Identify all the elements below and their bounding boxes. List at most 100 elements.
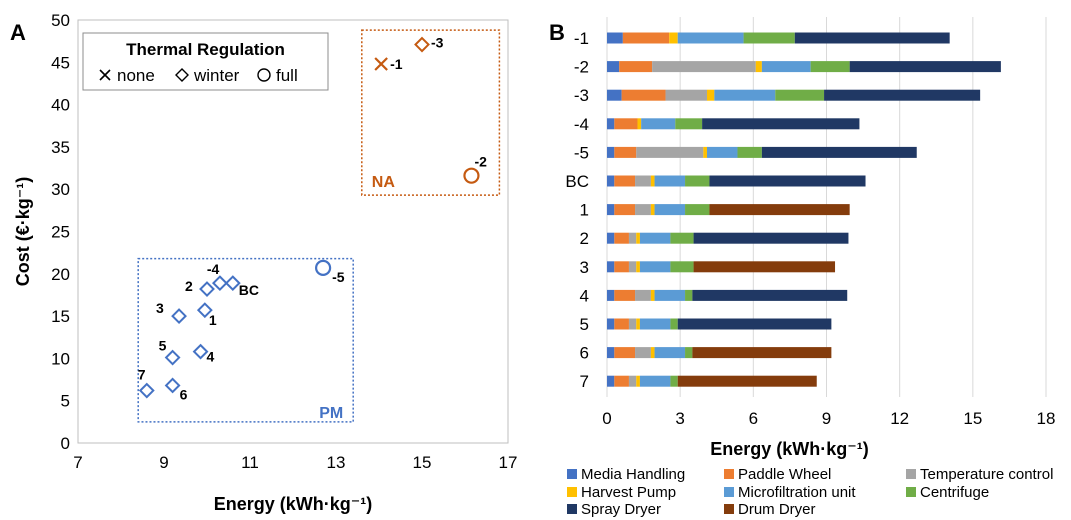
bar-segment [614,232,629,244]
legend-entry-label: Media Handling [581,466,685,483]
bar-segment [685,347,693,359]
bar-segment [614,318,629,330]
bar-segment [607,175,615,187]
bar-segment [652,61,756,73]
group-box-na [361,29,501,196]
x-tick-label: 9 [822,409,831,428]
bar-segment [709,204,850,216]
bar-segment [621,89,666,101]
legend-swatch [724,504,734,514]
y-tick-label: 10 [51,349,70,368]
bar-segment [702,118,860,130]
data-point [171,308,187,325]
bar-segment [614,289,636,301]
bar-segment [737,146,762,158]
legend-swatch [724,487,734,497]
category-label: -2 [574,58,589,77]
x-tick-label: 17 [499,453,518,472]
bar-segment [628,261,637,273]
bar-segment [636,318,640,330]
bar-segment [670,318,678,330]
bar-segment [654,175,686,187]
legend-swatch [567,469,577,479]
data-point [164,349,181,366]
bar-segment [607,318,615,330]
bar-segment [607,232,615,244]
category-label: -1 [574,29,589,48]
point-label: -4 [207,261,220,277]
legend-entry-label: Microfiltration unit [738,484,856,501]
y-tick-label: 50 [51,11,70,30]
bar-segment [669,32,678,44]
bar-segment [775,89,825,101]
data-point [374,57,388,71]
bar-segment [636,375,640,387]
bar-segment [654,204,686,216]
point-label: 1 [209,312,217,328]
bar-segment [628,232,637,244]
point-label: -5 [332,269,345,285]
group-box-label: NA [372,174,396,191]
bar-segment [670,261,694,273]
category-label: -3 [574,86,589,105]
category-label: 5 [580,315,589,334]
bar-segment [607,375,615,387]
bar-segment [794,32,950,44]
point-label: 2 [185,278,193,294]
bar-segment [650,289,655,301]
bar-segment [761,61,811,73]
legend-entry-label: none [117,66,155,85]
y-tick-label: 20 [51,265,70,284]
category-label: 4 [580,286,589,305]
bar-segment [693,261,836,273]
legend-circle-icon [257,68,271,82]
x-tick-label: 15 [963,409,982,428]
bar-segment [614,375,629,387]
y-tick-label: 30 [51,180,70,199]
legend-entry-label: winter [193,66,240,85]
bar-segment [607,89,622,101]
bar-segment [639,261,671,273]
data-point [224,275,241,292]
legend-diamond-icon [175,68,189,82]
legend-box [82,32,329,91]
bar-segment [810,61,850,73]
legend-swatch [724,469,734,479]
legend-swatch [906,487,916,497]
data-point [414,36,430,53]
bar-segment [607,261,615,273]
point-label: -3 [431,35,444,51]
data-point [138,382,155,399]
data-point [315,259,332,276]
category-label: BC [565,172,589,191]
data-point [164,377,181,394]
legend-entry-label: Spray Dryer [581,501,661,518]
bar-segment [706,146,738,158]
bar-segment [755,61,762,73]
bar-segment [614,204,636,216]
group-box-label: PM [319,405,343,422]
bar-segment [639,375,671,387]
bar-segment [685,289,693,301]
bar-segment [628,375,637,387]
category-label: -5 [574,143,589,162]
panel-b-letter: B [549,20,565,45]
bar-segment [614,175,636,187]
x-tick-label: 3 [675,409,684,428]
y-tick-label: 0 [61,434,70,453]
category-label: 7 [580,372,589,391]
x-tick-label: 7 [73,453,82,472]
bar-segment [635,347,651,359]
point-label: 5 [159,338,167,354]
category-label: 2 [580,229,589,248]
legend-swatch [906,469,916,479]
bar-segment [670,375,678,387]
point-label: -2 [474,154,487,170]
bar-segment [636,261,640,273]
bar-segment [607,204,615,216]
category-label: -4 [574,115,589,134]
bar-segment [685,175,710,187]
point-label: BC [239,282,259,298]
